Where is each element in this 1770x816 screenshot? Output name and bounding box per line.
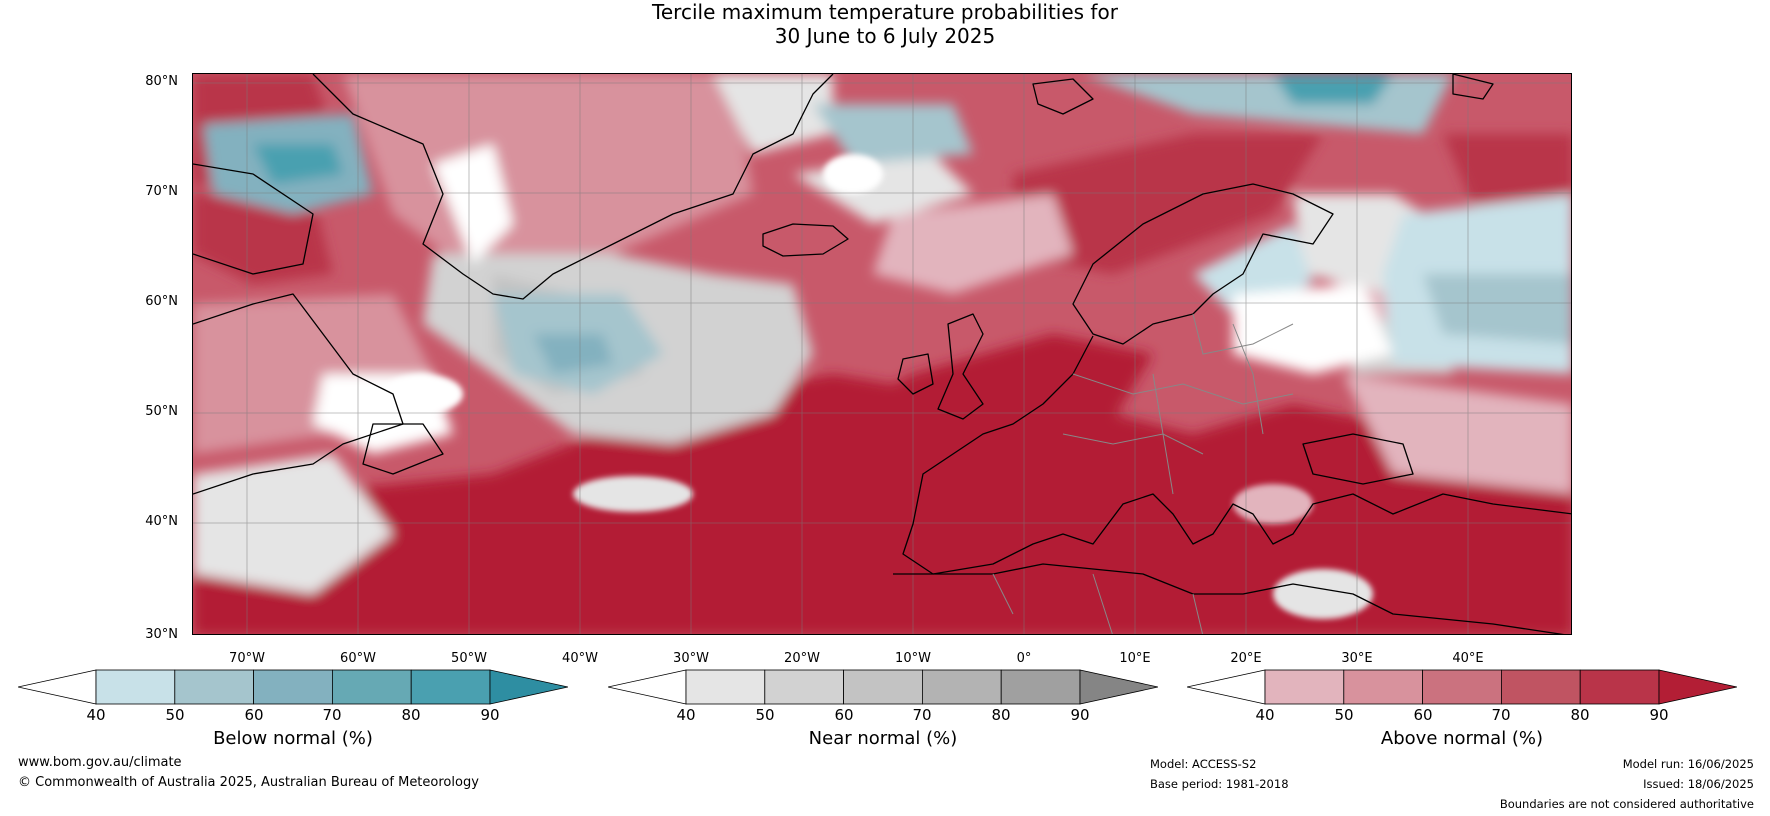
colorbar-tick: 70 xyxy=(1491,706,1511,724)
coastline-franz-josef xyxy=(1452,74,1494,100)
map-title: Tercile maximum temperature probabilitie… xyxy=(0,0,1770,48)
colorbar-tick: 40 xyxy=(86,706,106,724)
lat-label-40n: 40°N xyxy=(145,514,178,529)
footer-model-run: Model run: 16/06/2025 xyxy=(1622,757,1754,771)
colorbar-tick: 70 xyxy=(912,706,932,724)
coastline-iceland xyxy=(762,223,849,257)
lon-label-30e: 30°E xyxy=(1341,651,1373,666)
coastline-north-africa xyxy=(893,563,1565,634)
country-borders xyxy=(992,313,1294,634)
title-line-2: 30 June to 6 July 2025 xyxy=(774,24,996,48)
lon-label-60w: 60°W xyxy=(340,651,376,666)
colorbar-tick: 40 xyxy=(676,706,696,724)
lon-label-20e: 20°E xyxy=(1230,651,1262,666)
lat-label-70n: 70°N xyxy=(145,184,178,199)
colorbar-segment xyxy=(1343,669,1424,705)
colorbar-tick: 60 xyxy=(244,706,264,724)
probability-field xyxy=(193,74,1571,634)
colorbar-above-normal: 40 50 60 70 80 90 Above normal (%) xyxy=(1186,668,1738,749)
colorbar-near-normal-label: Near normal (%) xyxy=(808,728,958,749)
colorbar-segment xyxy=(174,669,255,705)
colorbar-segment xyxy=(410,669,491,705)
colorbar-segment xyxy=(1500,669,1581,705)
lon-label-40e: 40°E xyxy=(1452,651,1484,666)
colorbar-extension-low xyxy=(1186,669,1266,705)
colorbar-tick: 60 xyxy=(1413,706,1433,724)
colorbar-tick: 50 xyxy=(165,706,185,724)
colorbar-extension-low xyxy=(17,669,97,705)
colorbar-segment xyxy=(843,669,923,705)
colorbar-above-normal-label: Above normal (%) xyxy=(1380,728,1544,749)
lon-label-10w: 10°W xyxy=(895,651,931,666)
colorbar-tick: 80 xyxy=(991,706,1011,724)
probability-detail xyxy=(383,154,1373,619)
colorbar-tick: 80 xyxy=(1570,706,1590,724)
colorbar-below-normal-label: Below normal (%) xyxy=(213,728,373,749)
lat-label-60n: 60°N xyxy=(145,294,178,309)
colorbar-tick: 90 xyxy=(480,706,500,724)
lon-label-0: 0° xyxy=(1016,651,1032,666)
lat-label-80n: 80°N xyxy=(145,74,178,89)
coastline-black-sea xyxy=(1302,433,1414,485)
footer-website: www.bom.gov.au/climate xyxy=(18,755,182,770)
colorbar-near-normal-scale xyxy=(607,669,1159,705)
coastline-greenland xyxy=(312,74,834,300)
colorbar-segment xyxy=(764,669,845,705)
colorbar-near-normal: 40 50 60 70 80 90 Near normal (%) xyxy=(607,668,1159,749)
colorbar-below-normal-scale xyxy=(17,669,569,705)
colorbar-segment xyxy=(95,669,176,705)
footer-base-period: Base period: 1981-2018 xyxy=(1150,777,1289,791)
footer-issued: Issued: 18/06/2025 xyxy=(1643,777,1754,791)
title-line-1: Tercile maximum temperature probabilitie… xyxy=(652,0,1118,24)
colorbar-extension-high xyxy=(1079,669,1159,705)
colorbar-segment xyxy=(1422,669,1502,705)
lon-label-40w: 40°W xyxy=(562,651,598,666)
coastlines xyxy=(193,74,1571,634)
colorbar-tick: 90 xyxy=(1649,706,1669,724)
colorbar-segment xyxy=(1264,669,1345,705)
lat-label-50n: 50°N xyxy=(145,404,178,419)
colorbar-tick: 40 xyxy=(1255,706,1275,724)
probability-map xyxy=(192,73,1572,635)
lon-label-10e: 10°E xyxy=(1119,651,1151,666)
lon-label-30w: 30°W xyxy=(673,651,709,666)
footer-boundaries: Boundaries are not considered authoritat… xyxy=(1499,797,1754,811)
colorbar-extension-high xyxy=(1658,669,1738,705)
colorbar-extension-high xyxy=(489,669,569,705)
colorbar-segment xyxy=(253,669,333,705)
coastline-baffin xyxy=(193,163,314,275)
colorbar-tick: 90 xyxy=(1070,706,1090,724)
colorbar-tick: 80 xyxy=(401,706,421,724)
lon-label-50w: 50°W xyxy=(451,651,487,666)
coastline-labrador xyxy=(193,293,404,495)
lon-label-20w: 20°W xyxy=(784,651,820,666)
coastline-ireland xyxy=(897,353,934,395)
colorbar-segment xyxy=(685,669,766,705)
colorbar-above-normal-scale xyxy=(1186,669,1738,705)
colorbar-tick: 60 xyxy=(834,706,854,724)
coastline-scandinavia xyxy=(1072,183,1334,345)
colorbar-segment xyxy=(331,669,412,705)
coastline-newfoundland xyxy=(362,423,444,475)
coastline-great-britain xyxy=(937,313,984,420)
footer-copyright: © Commonwealth of Australia 2025, Austra… xyxy=(18,775,479,790)
lat-label-30n: 30°N xyxy=(145,627,178,642)
lon-label-70w: 70°W xyxy=(229,651,265,666)
colorbar-tick: 70 xyxy=(322,706,342,724)
colorbar-segment xyxy=(1579,669,1660,705)
coastline-europe xyxy=(902,335,1571,575)
colorbar-tick: 50 xyxy=(1334,706,1354,724)
colorbar-segment xyxy=(1000,669,1081,705)
footer-model: Model: ACCESS-S2 xyxy=(1150,757,1257,771)
coastline-svalbard xyxy=(1032,78,1094,115)
colorbar-segment xyxy=(921,669,1002,705)
graticule xyxy=(193,74,1571,634)
colorbar-tick: 50 xyxy=(755,706,775,724)
colorbar-below-normal: 40 50 60 70 80 90 Below normal (%) xyxy=(17,668,569,749)
colorbar-extension-low xyxy=(607,669,687,705)
